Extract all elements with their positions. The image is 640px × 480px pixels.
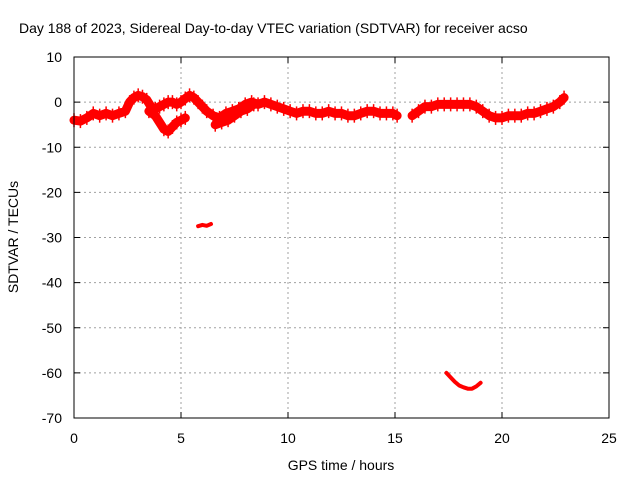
y-tick-label: -50 [42, 320, 62, 336]
y-tick-label: -20 [42, 184, 62, 200]
x-tick-label: 25 [601, 430, 617, 446]
axis-ticks: 0 5 10 15 20 25 10 0 -10 -20 -30 -40 -50 -60 -70 [42, 49, 617, 446]
y-tick-label: -40 [42, 275, 62, 291]
y-tick-label: -70 [42, 410, 62, 426]
data-series [69, 88, 569, 391]
y-tick-label: 10 [46, 49, 62, 65]
y-axis-label: SDTVAR / TECUs [5, 181, 21, 293]
series-main-track-2 [144, 106, 190, 136]
y-tick-label: -30 [42, 230, 62, 246]
series-outlier-near-18h [444, 370, 483, 391]
x-tick-label: 0 [70, 430, 78, 446]
y-tick-label: -60 [42, 365, 62, 381]
x-axis-label: GPS time / hours [288, 457, 395, 473]
x-tick-label: 20 [494, 430, 510, 446]
x-tick-label: 10 [280, 430, 296, 446]
y-tick-label: -10 [42, 139, 62, 155]
chart-title: Day 188 of 2023, Sidereal Day-to-day VTE… [19, 20, 528, 36]
series-main-track-1 [69, 90, 402, 126]
x-tick-label: 15 [387, 430, 403, 446]
x-tick-label: 5 [177, 430, 185, 446]
y-tick-label: 0 [54, 94, 62, 110]
series-outlier-near-6h [196, 222, 213, 229]
series-main-track-4 [407, 93, 569, 123]
